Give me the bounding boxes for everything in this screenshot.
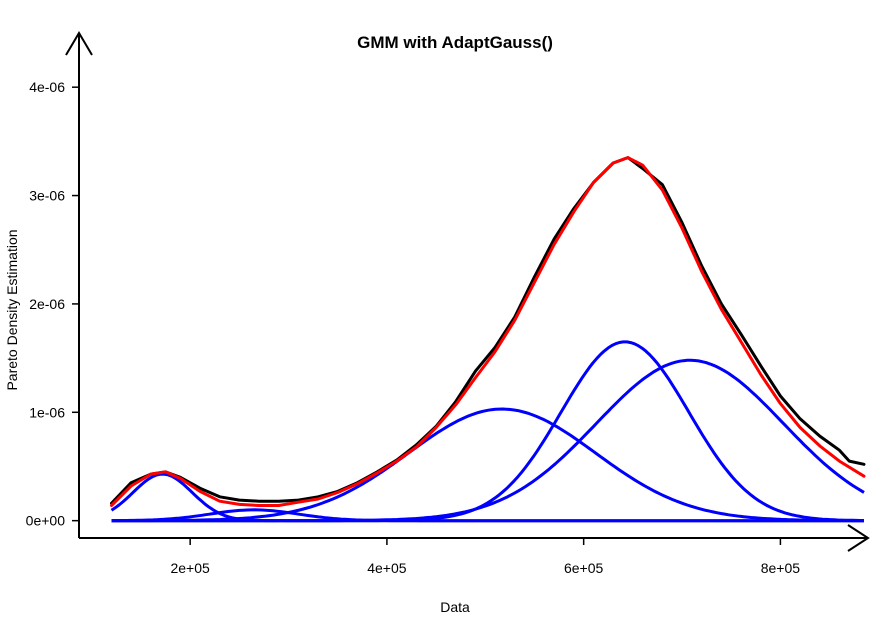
x-axis-label: Data xyxy=(440,599,470,615)
y-tick-label: 3e-06 xyxy=(29,188,65,204)
gaussian-component-line xyxy=(111,358,865,523)
chart-title: GMM with AdaptGauss() xyxy=(357,33,553,52)
y-ticks: 0e+00 1e-06 2e-06 3e-06 4e-06 xyxy=(26,79,79,529)
axes xyxy=(65,31,870,552)
y-tick-label: 1e-06 xyxy=(29,404,65,420)
y-tick-label: 4e-06 xyxy=(29,79,65,95)
gaussian-components xyxy=(110,340,865,523)
density-series xyxy=(110,156,866,507)
x-ticks: 2e+05 4e+05 6e+05 8e+05 xyxy=(170,538,800,576)
empirical-density-line xyxy=(110,156,866,505)
y-tick-label: 0e+00 xyxy=(26,513,66,529)
x-tick-label: 6e+05 xyxy=(564,560,604,576)
x-tick-label: 8e+05 xyxy=(761,560,801,576)
fitted-mixture-line xyxy=(110,156,866,507)
x-tick-label: 4e+05 xyxy=(367,560,407,576)
x-axis-arrow xyxy=(847,524,870,552)
gaussian-component-line xyxy=(111,407,864,523)
x-tick-label: 2e+05 xyxy=(170,560,210,576)
gaussian-component-line xyxy=(111,340,864,523)
y-axis-label: Pareto Density Estimation xyxy=(4,229,20,390)
y-axis-arrow xyxy=(65,31,93,56)
y-tick-label: 2e-06 xyxy=(29,296,65,312)
gaussian-component-line xyxy=(111,508,864,523)
